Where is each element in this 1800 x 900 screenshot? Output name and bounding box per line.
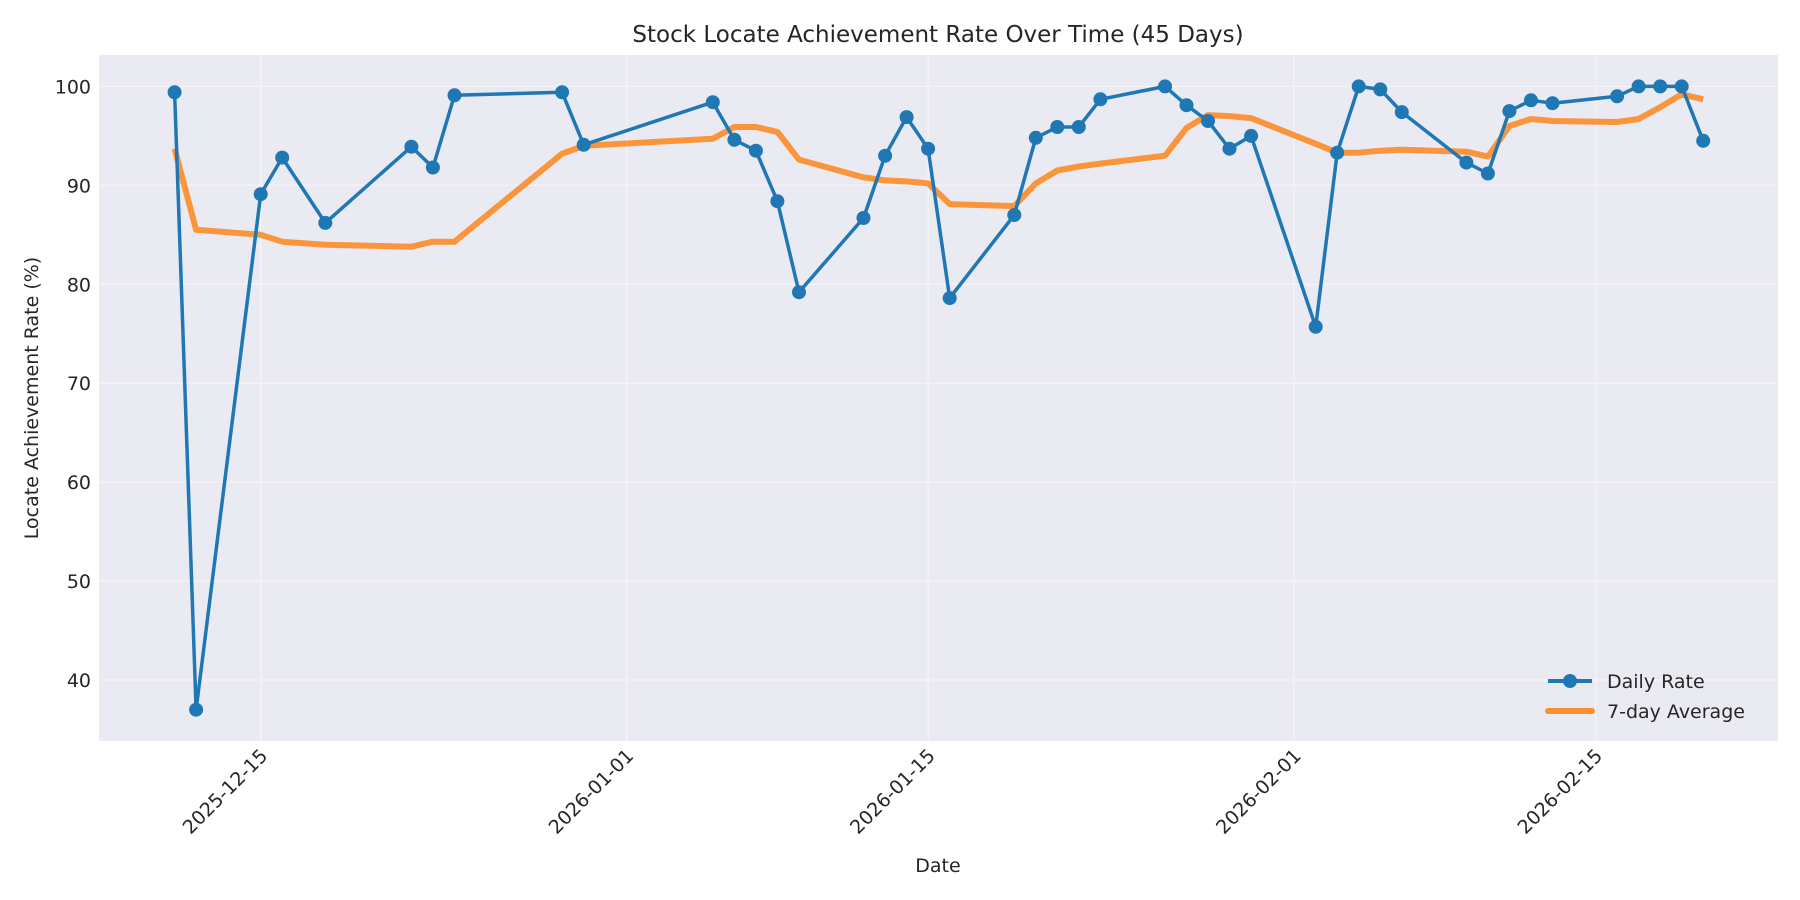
legend-item-7-day-average: 7-day Average [1545, 701, 1745, 723]
data-point-marker [1201, 114, 1215, 128]
x-tick-label: 2026-02-01 [1212, 745, 1306, 839]
y-tick-label: 80 [67, 274, 91, 296]
data-point-marker [167, 85, 182, 100]
data-point-marker [1308, 319, 1323, 334]
data-point-marker [1610, 89, 1625, 104]
data-point-marker [1502, 104, 1517, 119]
y-tick-label: 40 [67, 670, 91, 692]
data-point-marker [1330, 145, 1345, 160]
legend-marker-circle-icon [1563, 674, 1577, 688]
data-point-marker [1394, 105, 1409, 120]
data-point-marker [253, 187, 268, 202]
grid-lines [99, 55, 1778, 741]
y-axis-ticks: 40 50 60 70 80 90 100 [55, 76, 91, 692]
x-axis-label: Date [915, 855, 960, 877]
legend-label-7-day-average: 7-day Average [1607, 701, 1745, 723]
data-point-marker [942, 291, 957, 306]
data-point-marker [1459, 155, 1474, 170]
data-point-marker [748, 143, 763, 158]
y-tick-label: 60 [67, 472, 91, 494]
data-point-marker [1480, 166, 1495, 181]
data-point-marker [1222, 141, 1237, 156]
x-tick-label: 2026-01-15 [846, 745, 940, 839]
data-point-marker [318, 215, 333, 230]
y-tick-label: 100 [55, 76, 91, 98]
data-point-marker [404, 139, 419, 154]
y-tick-label: 70 [67, 373, 91, 395]
data-point-marker [856, 211, 871, 225]
legend-label-daily-rate: Daily Rate [1607, 671, 1705, 693]
y-axis-label: Locate Achievement Rate (%) [21, 257, 43, 539]
data-point-marker [1351, 79, 1366, 94]
data-point-marker [921, 141, 936, 156]
data-point-marker [727, 132, 742, 147]
plot-area [99, 55, 1778, 741]
data-point-marker [1028, 130, 1043, 145]
data-point-marker [1071, 120, 1086, 134]
data-point-marker [1179, 98, 1194, 113]
data-point-marker [1524, 93, 1538, 108]
y-tick-label: 50 [67, 571, 91, 593]
data-point-marker [878, 148, 893, 163]
series-daily-rate [167, 79, 1711, 717]
data-point-marker [576, 137, 591, 152]
data-point-marker [1050, 120, 1065, 134]
legend: Daily Rate 7-day Average [1545, 671, 1745, 723]
data-point-marker [425, 160, 440, 175]
data-point-marker [1631, 79, 1646, 94]
data-point-marker [1158, 79, 1172, 94]
data-point-marker [792, 285, 806, 300]
data-point-marker [189, 702, 204, 717]
chart-title: Stock Locate Achievement Rate Over Time … [632, 22, 1243, 48]
data-point-marker [899, 110, 914, 125]
data-point-marker [1653, 79, 1668, 94]
data-point-marker [1545, 96, 1560, 111]
data-point-marker [1007, 208, 1022, 222]
x-tick-label: 2025-12-15 [179, 745, 273, 839]
data-point-marker [1244, 128, 1259, 143]
data-point-marker [1373, 82, 1388, 97]
data-point-marker [275, 150, 290, 165]
data-point-marker [770, 194, 785, 209]
data-point-marker [705, 95, 720, 110]
data-point-marker [1093, 92, 1108, 107]
x-tick-label: 2026-02-15 [1513, 745, 1607, 839]
data-point-marker [1674, 79, 1689, 94]
y-tick-label: 90 [67, 175, 91, 197]
data-point-marker [555, 85, 570, 100]
data-point-marker [1696, 133, 1711, 148]
legend-item-daily-rate: Daily Rate [1548, 671, 1705, 693]
x-tick-label: 2026-01-01 [545, 745, 639, 839]
x-axis-ticks: 2025-12-15 2026-01-01 2026-01-15 2026-02-01… [179, 745, 1607, 839]
data-point-marker [447, 88, 462, 103]
